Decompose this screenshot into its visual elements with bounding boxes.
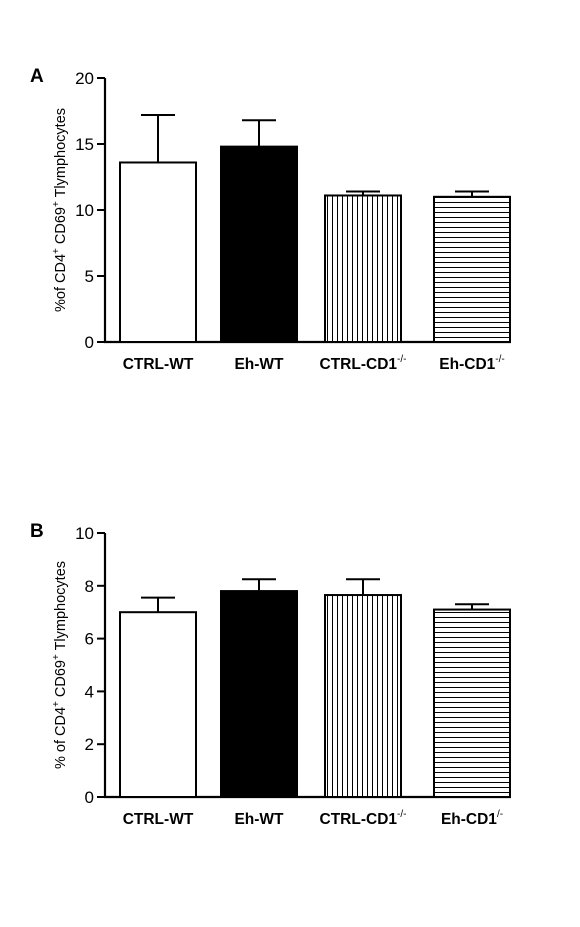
bar-chart-a: A 0 5 10 15 20 CTRL-WT Eh-WT CTRL-CD1-/- Eh-CD1-/… bbox=[30, 66, 511, 373]
category-label: CTRL-WT bbox=[123, 356, 194, 373]
y-tick-label: 4 bbox=[85, 682, 94, 701]
y-tick-label: 10 bbox=[75, 524, 94, 543]
bar-chart-b: B 0 2 4 6 8 10 CTRL-WT Eh-WT CTRL-CD1-/- Eh-CD1/-%… bbox=[30, 521, 511, 828]
y-axis-label: %of CD4+ CD69+ Tlymphocytes bbox=[51, 108, 69, 312]
y-tick-label: 10 bbox=[75, 201, 94, 220]
bar bbox=[220, 590, 298, 798]
category-label: Eh-WT bbox=[234, 811, 284, 828]
bar bbox=[433, 195, 511, 343]
y-tick-label: 15 bbox=[75, 135, 94, 154]
bar bbox=[324, 594, 402, 799]
panel-label: A bbox=[30, 66, 44, 87]
chart-panel-b: B 0 2 4 6 8 10 CTRL-WT Eh-WT CTRL-CD1-/- Eh-CD1/-%… bbox=[0, 495, 580, 915]
bar bbox=[119, 161, 197, 344]
y-tick-label: 2 bbox=[85, 735, 94, 754]
y-tick-label: 20 bbox=[75, 69, 94, 88]
bar bbox=[324, 194, 402, 343]
category-label: Eh-WT bbox=[234, 356, 284, 373]
bar bbox=[220, 145, 298, 343]
category-label: Eh-CD1/- bbox=[441, 809, 503, 828]
y-tick-label: 8 bbox=[85, 577, 94, 596]
chart-panel-a: A 0 5 10 15 20 CTRL-WT Eh-WT CTRL-CD1-/- Eh-CD1-/… bbox=[0, 40, 580, 460]
y-tick-label: 0 bbox=[85, 788, 94, 807]
bar bbox=[119, 611, 197, 798]
category-label: CTRL-CD1-/- bbox=[320, 354, 407, 373]
y-tick-label: 0 bbox=[85, 333, 94, 352]
bar bbox=[433, 608, 511, 798]
panel-label: B bbox=[30, 521, 44, 542]
y-axis-label: % of CD4+ CD69+ Tlymphocytes bbox=[51, 561, 69, 769]
category-label: Eh-CD1-/- bbox=[439, 354, 504, 373]
y-tick-label: 6 bbox=[85, 630, 94, 649]
category-label: CTRL-CD1-/- bbox=[320, 809, 407, 828]
category-label: CTRL-WT bbox=[123, 811, 194, 828]
y-tick-label: 5 bbox=[85, 267, 94, 286]
